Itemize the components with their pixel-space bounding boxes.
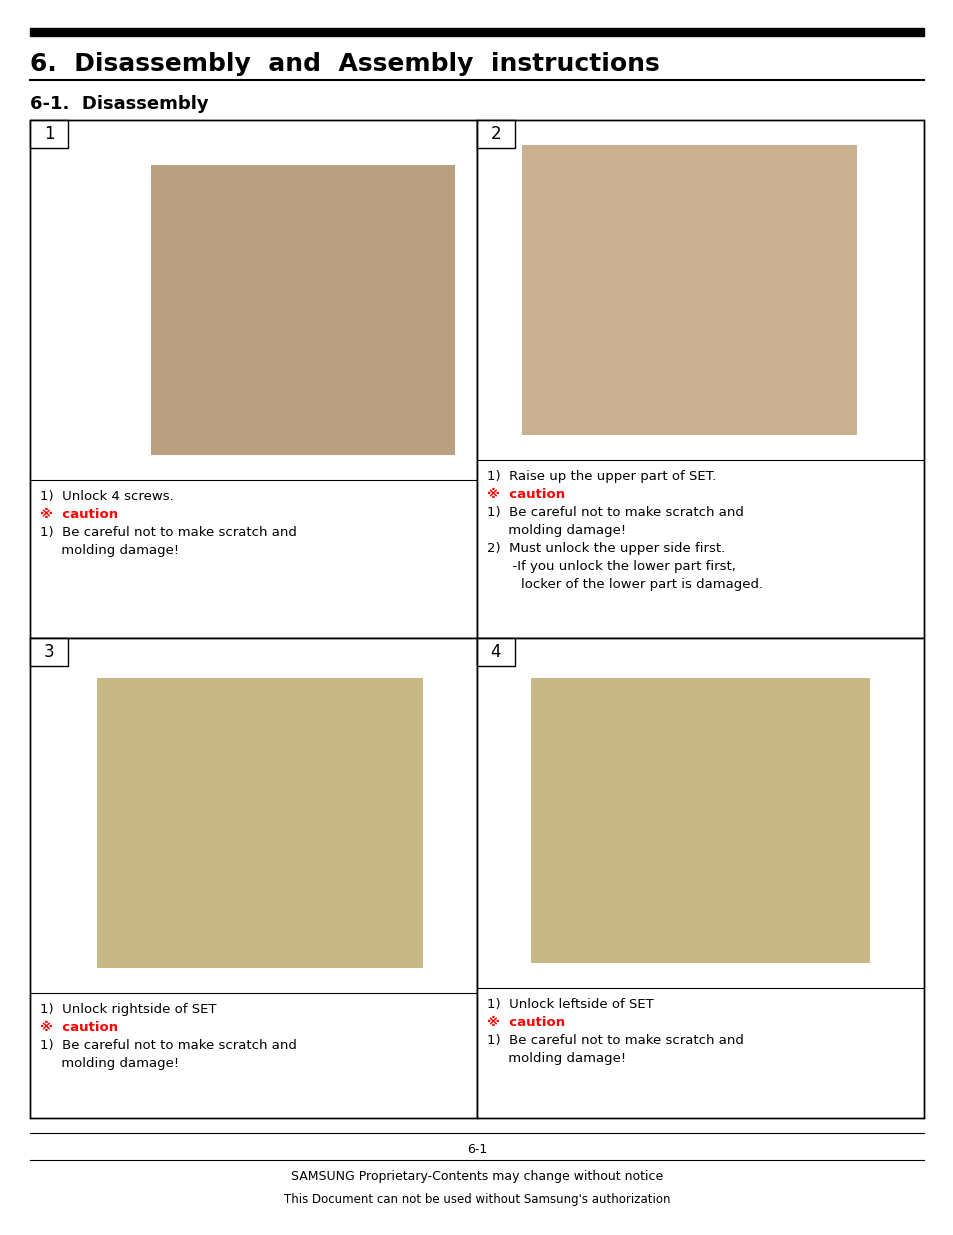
- Bar: [151, 165, 455, 454]
- Text: 1)  Unlock leftside of SET: 1) Unlock leftside of SET: [486, 998, 653, 1011]
- Text: 1: 1: [44, 125, 54, 143]
- Text: locker of the lower part is damaged.: locker of the lower part is damaged.: [486, 578, 762, 592]
- Text: 1)  Be careful not to make scratch and: 1) Be careful not to make scratch and: [40, 526, 296, 538]
- Text: ※  caution: ※ caution: [40, 508, 118, 521]
- Bar: [97, 678, 423, 968]
- Bar: [476, 120, 515, 148]
- Text: 6-1.  Disassembly: 6-1. Disassembly: [30, 95, 209, 112]
- Bar: [521, 144, 856, 435]
- Text: molding damage!: molding damage!: [40, 543, 179, 557]
- Bar: [476, 638, 515, 666]
- Text: 1)  Be careful not to make scratch and: 1) Be careful not to make scratch and: [486, 506, 743, 519]
- Text: SAMSUNG Proprietary-Contents may change without notice: SAMSUNG Proprietary-Contents may change …: [291, 1170, 662, 1183]
- Text: 4: 4: [490, 643, 500, 661]
- Text: -If you unlock the lower part first,: -If you unlock the lower part first,: [486, 559, 735, 573]
- Text: This Document can not be used without Samsung's authorization: This Document can not be used without Sa…: [283, 1193, 670, 1207]
- Bar: [476, 638, 923, 1118]
- Text: 1)  Be careful not to make scratch and: 1) Be careful not to make scratch and: [40, 1039, 296, 1052]
- Text: molding damage!: molding damage!: [40, 1057, 179, 1070]
- Text: 1)  Unlock rightside of SET: 1) Unlock rightside of SET: [40, 1003, 216, 1016]
- Text: 1)  Raise up the upper part of SET.: 1) Raise up the upper part of SET.: [486, 471, 716, 483]
- Text: molding damage!: molding damage!: [486, 1052, 625, 1065]
- Bar: [30, 638, 68, 666]
- Text: 3: 3: [44, 643, 54, 661]
- Bar: [476, 120, 923, 638]
- Text: molding damage!: molding damage!: [486, 524, 625, 537]
- Text: 6-1: 6-1: [466, 1144, 487, 1156]
- Text: 2: 2: [490, 125, 500, 143]
- Bar: [30, 28, 923, 36]
- Text: 1)  Be careful not to make scratch and: 1) Be careful not to make scratch and: [486, 1034, 743, 1047]
- Text: 1)  Unlock 4 screws.: 1) Unlock 4 screws.: [40, 490, 173, 503]
- Bar: [530, 678, 869, 963]
- Text: ※  caution: ※ caution: [486, 1016, 564, 1029]
- Text: ※  caution: ※ caution: [40, 1021, 118, 1034]
- Text: ※  caution: ※ caution: [486, 488, 564, 501]
- Text: 6.  Disassembly  and  Assembly  instructions: 6. Disassembly and Assembly instructions: [30, 52, 659, 77]
- Bar: [30, 120, 476, 638]
- Bar: [30, 638, 476, 1118]
- Text: 2)  Must unlock the upper side first.: 2) Must unlock the upper side first.: [486, 542, 724, 555]
- Bar: [30, 120, 68, 148]
